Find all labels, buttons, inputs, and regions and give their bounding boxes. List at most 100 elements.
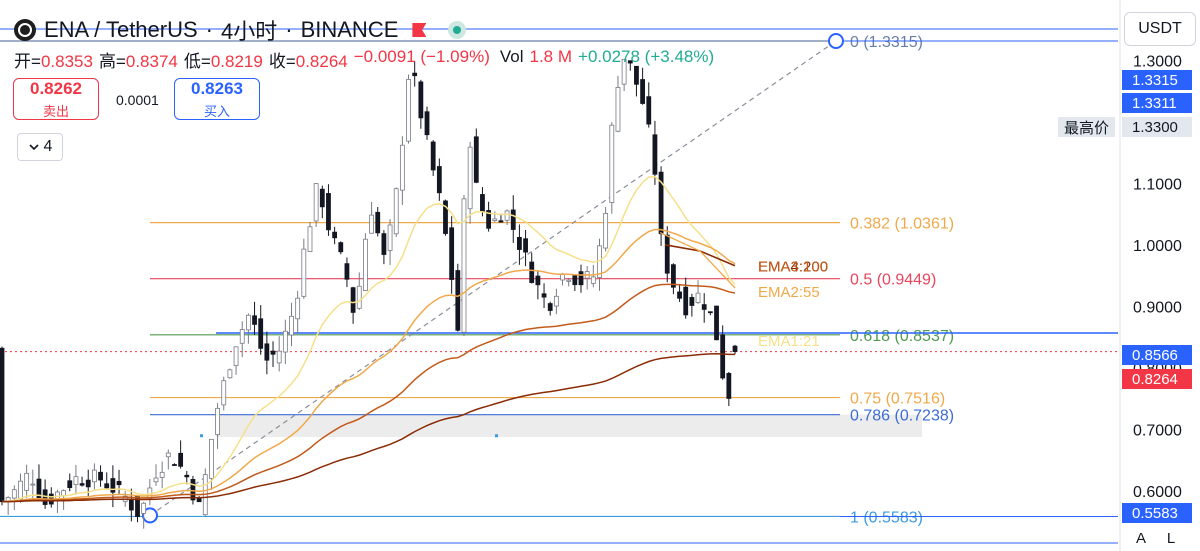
candle-body	[671, 264, 676, 288]
candle-body	[264, 343, 270, 361]
candle-body	[98, 471, 103, 481]
candle-body	[91, 469, 97, 483]
candle-body	[85, 479, 91, 488]
candle-body	[153, 477, 159, 483]
price-axis-tick: 1.0000	[1133, 238, 1182, 255]
chevron-down-icon	[28, 144, 39, 151]
interval-label: 4小时	[221, 19, 278, 44]
candle-body	[677, 291, 682, 299]
indicators-count: 4	[43, 138, 53, 155]
candle-body	[227, 369, 233, 379]
candle-body	[270, 350, 276, 355]
candle-body	[615, 87, 621, 132]
candle-body	[449, 227, 455, 280]
candle-body	[282, 330, 288, 353]
price-label-top-b: 1.3311	[1122, 93, 1192, 113]
candle-body	[61, 490, 66, 497]
candle-body	[399, 144, 405, 191]
candle-body	[547, 303, 553, 311]
candle-body	[245, 314, 251, 331]
candle-body	[295, 297, 301, 320]
highest-price-tag: 最高价	[1058, 117, 1116, 137]
candle-body	[430, 141, 436, 171]
buy-button[interactable]: 0.8263 买入	[174, 78, 260, 120]
ema-label: EMA3:100	[758, 259, 828, 276]
auto-scale-button[interactable]: A	[1130, 527, 1152, 549]
open-label: 开=	[14, 52, 41, 71]
candle-body	[73, 476, 79, 486]
candle-body	[393, 188, 399, 235]
candle-body	[209, 438, 214, 479]
candle-body	[424, 111, 430, 136]
candle-body	[695, 292, 701, 303]
horizontal-line-price: 0.8566	[1122, 345, 1192, 365]
indicators-toggle-button[interactable]: 4	[17, 133, 63, 161]
candle-body	[233, 346, 239, 367]
market-open-icon	[448, 21, 467, 39]
ema-label: EMA2:55	[758, 284, 820, 301]
candle-body	[553, 295, 559, 307]
high-value: 0.8374	[125, 52, 178, 71]
candle-body	[529, 261, 535, 283]
spread-value: 0.0001	[116, 92, 159, 108]
candle-body	[350, 287, 356, 313]
sell-button[interactable]: 0.8262 卖出	[13, 78, 99, 120]
candle-body	[239, 329, 245, 344]
candle-body	[319, 188, 325, 208]
candle-body	[683, 286, 689, 316]
flag-icon[interactable]	[412, 23, 427, 37]
candle-body	[726, 372, 732, 399]
candle-body	[356, 285, 362, 309]
marker-dot	[495, 434, 498, 438]
candle-body	[467, 146, 473, 210]
trend-handle-end	[828, 32, 844, 49]
low-value: 0.8219	[210, 52, 263, 71]
price-axis-tick: 0.6000	[1133, 484, 1182, 501]
ema-1-line	[1, 176, 736, 503]
candle-body	[172, 464, 177, 466]
candle-body	[455, 270, 461, 331]
candle-body	[165, 452, 171, 458]
ena-logo-icon	[14, 19, 36, 41]
vol-label: Vol	[499, 47, 524, 66]
price-axis-bg	[1120, 0, 1200, 551]
candle-body	[590, 276, 596, 284]
candle-body	[443, 200, 448, 234]
candle-body	[313, 183, 319, 222]
candle-body	[178, 452, 184, 467]
candle-body	[566, 279, 572, 282]
fib-level-label: 1 (0.5583)	[850, 509, 923, 526]
marker-dot	[200, 434, 203, 438]
candle-body	[621, 58, 627, 85]
candle-body	[436, 166, 442, 194]
symbol-title[interactable]: ENA / TetherUS · 4小时 · BINANCE	[14, 14, 467, 46]
fib-level-label: 0 (1.3315)	[850, 34, 923, 51]
title-separator: ·	[285, 17, 293, 42]
fib-level-label: 0.75 (0.7516)	[850, 391, 945, 408]
candle-body	[627, 60, 633, 64]
candle-body	[215, 407, 220, 435]
title-separator: ·	[205, 17, 213, 42]
sell-label: 卖出	[42, 104, 69, 119]
fib-level-label: 0.786 (0.7238)	[850, 408, 954, 425]
price-axis-tick: 1.1000	[1133, 176, 1182, 193]
sell-price: 0.8262	[30, 79, 82, 98]
candle-body	[535, 275, 541, 286]
candle-body	[418, 81, 424, 119]
low-label: 低=	[183, 52, 211, 71]
highest-price-value: 1.3300	[1122, 117, 1192, 137]
candle-body	[652, 134, 658, 175]
log-scale-button[interactable]: L	[1160, 527, 1182, 549]
candle-body	[714, 305, 719, 341]
candle-body	[510, 209, 516, 230]
currency-selector[interactable]: USDT	[1124, 12, 1196, 46]
ema-label: EMA1:21	[758, 333, 820, 350]
ema-4-line	[2, 353, 735, 503]
candle-body	[578, 271, 584, 286]
candle-body	[141, 502, 147, 514]
candle-body	[116, 480, 122, 486]
candle-body	[18, 480, 23, 500]
candle-body	[498, 220, 504, 223]
buy-price: 0.8263	[191, 79, 243, 98]
